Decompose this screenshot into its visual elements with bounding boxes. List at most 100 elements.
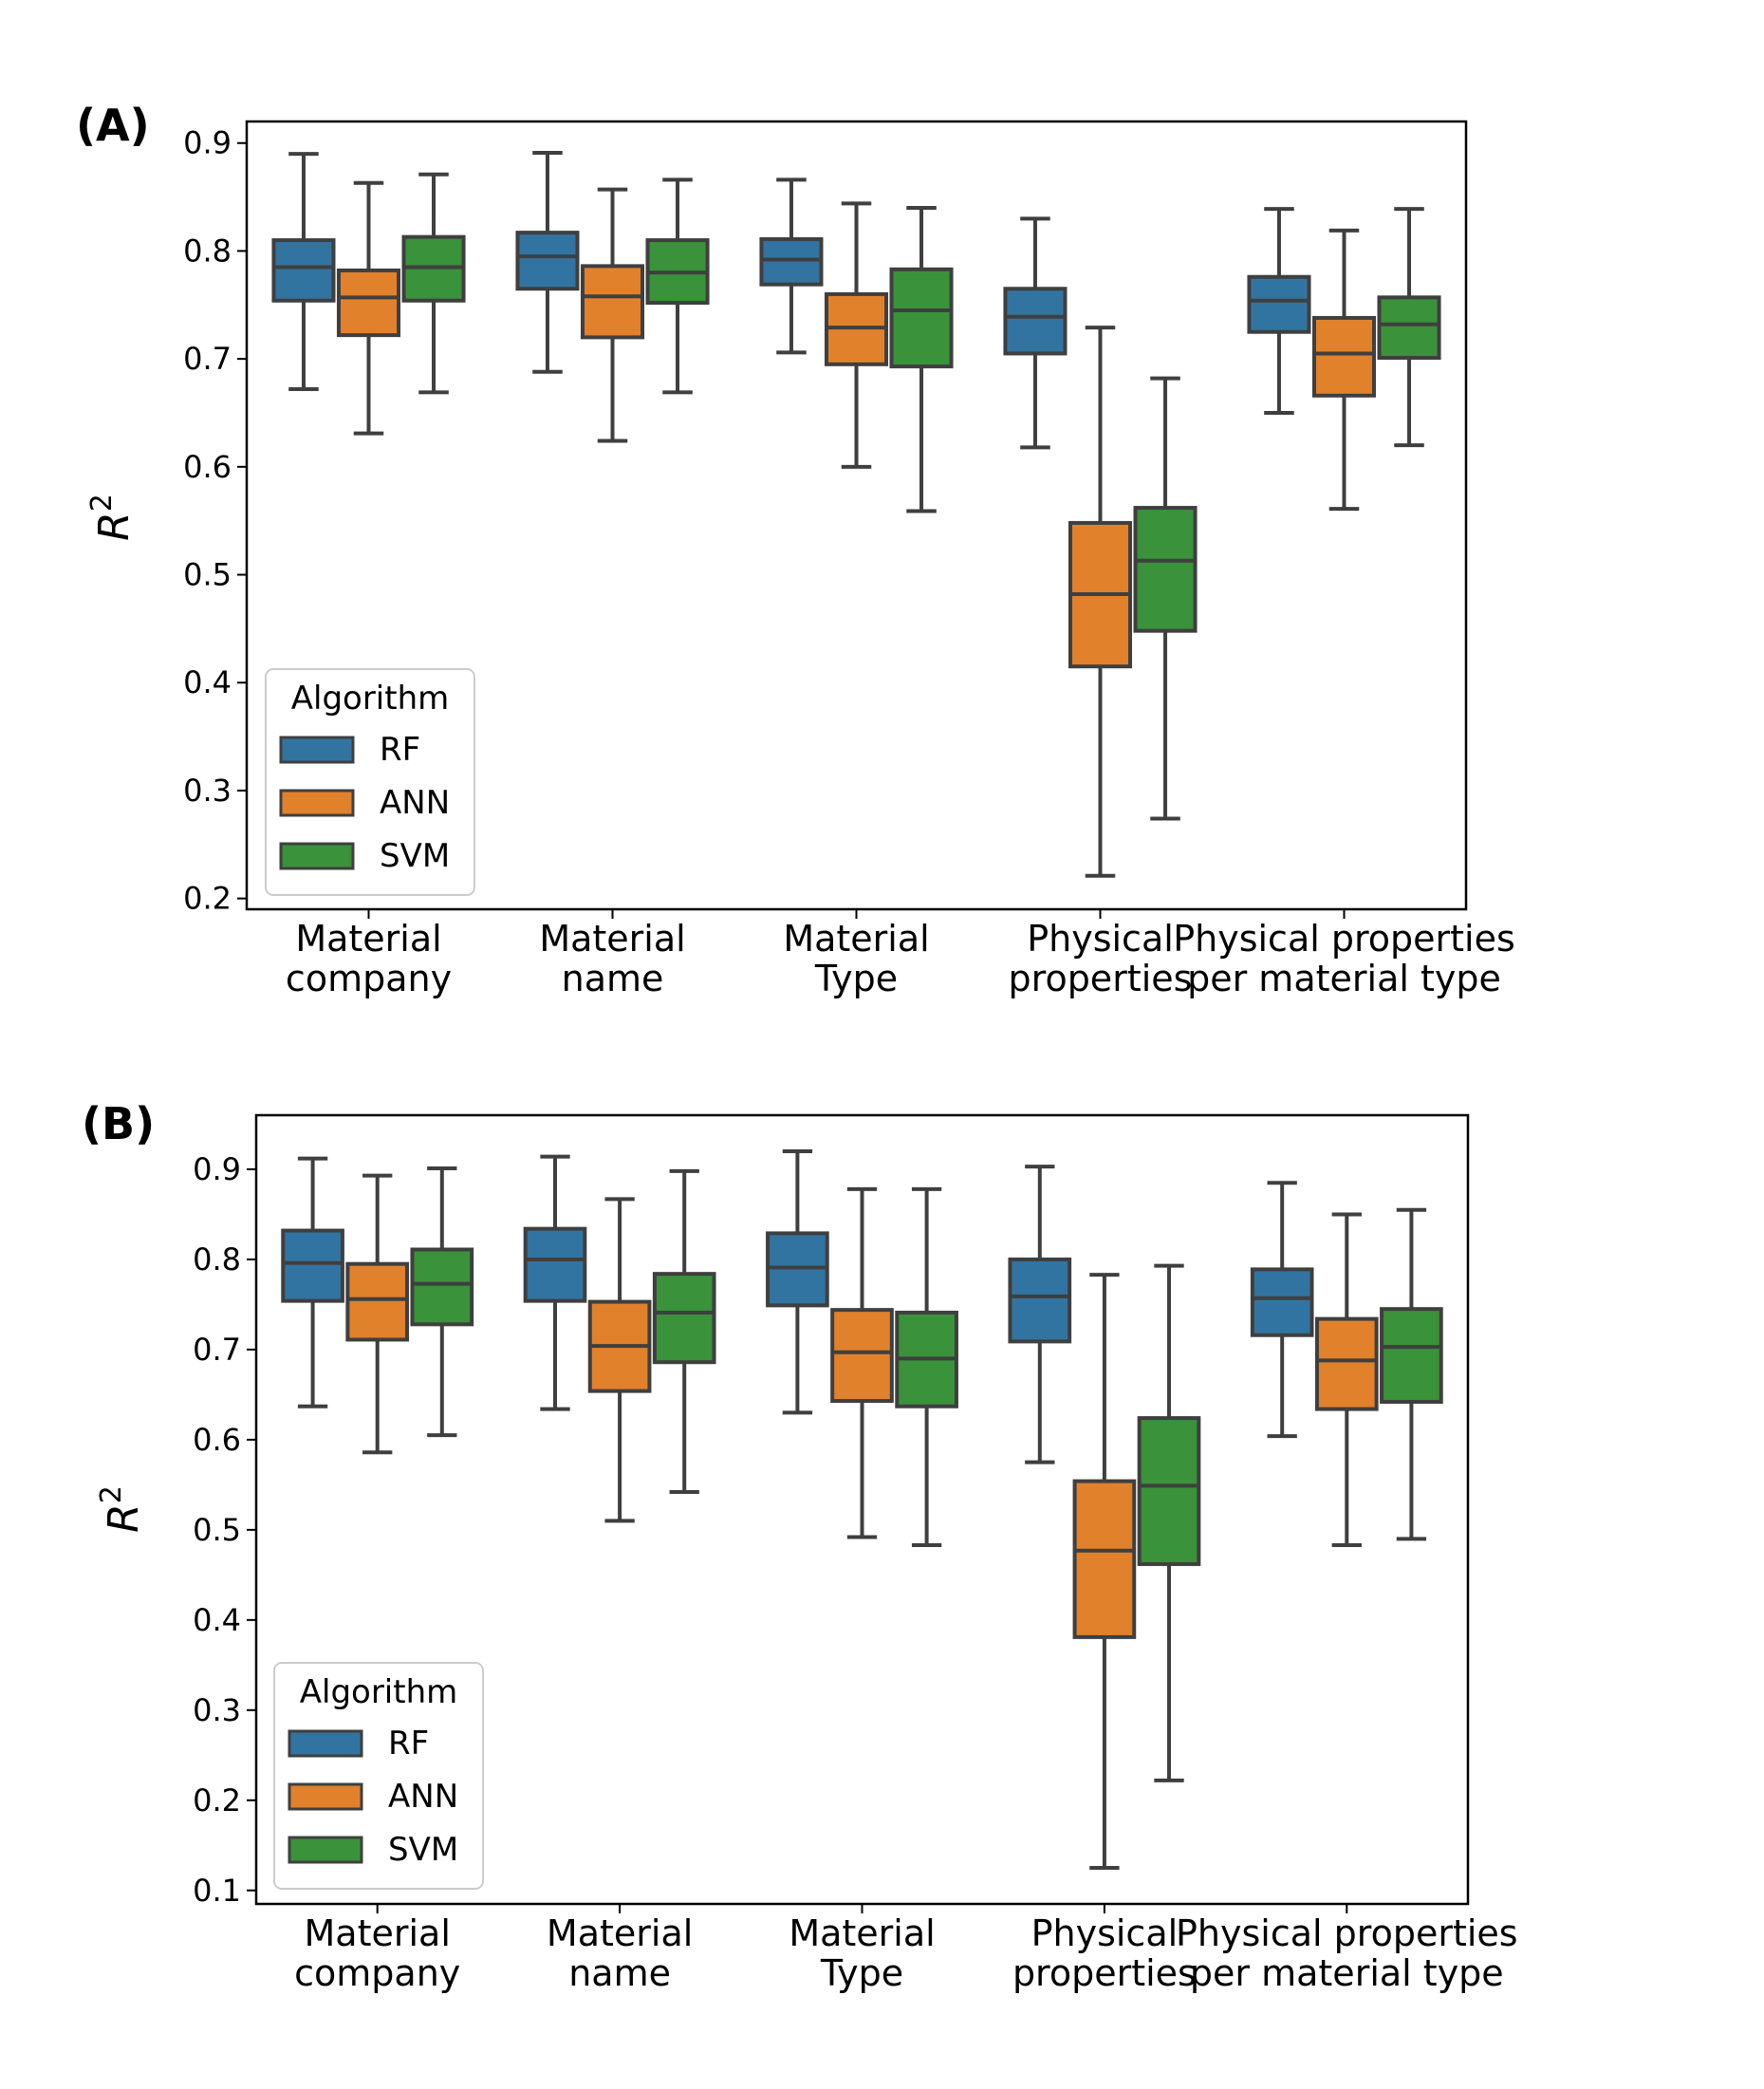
y-tick-label: 0.5 — [193, 1512, 241, 1548]
y-tick-label: 0.6 — [183, 449, 232, 485]
legend-frame — [273, 1662, 484, 1890]
box-svm-4 — [1380, 1207, 1443, 1541]
box-ann-0 — [336, 180, 401, 436]
box-iqr — [830, 1308, 894, 1404]
box-iqr — [889, 267, 954, 369]
box-svm-2 — [889, 205, 954, 513]
x-tick-label: Material — [547, 1912, 693, 1954]
box-rf-1 — [523, 1154, 587, 1411]
box-iqr — [1008, 1257, 1072, 1344]
box-iqr — [1380, 1307, 1443, 1405]
panel-label: (A) — [76, 100, 150, 151]
box-svm-2 — [895, 1186, 958, 1548]
legend-swatch — [288, 1729, 363, 1758]
y-tick-label: 0.4 — [193, 1602, 241, 1638]
y-tick-label: 0.1 — [193, 1873, 241, 1909]
x-tick-label: company — [294, 1952, 460, 1994]
box-iqr — [345, 1261, 410, 1342]
y-tick-label: 0.5 — [183, 557, 232, 593]
box-iqr — [1133, 506, 1198, 633]
box-ann-3 — [1072, 1273, 1137, 1871]
x-tick-label: properties — [1009, 958, 1193, 999]
x-tick-label: name — [568, 1952, 671, 1994]
box-ann-4 — [1311, 228, 1377, 512]
x-tick-label: properties — [1012, 1952, 1197, 1994]
box-rf-0 — [271, 152, 336, 391]
y-tick-label: 0.2 — [183, 881, 232, 917]
y-tick-label: 0.3 — [193, 1692, 241, 1728]
legend-swatch — [279, 736, 355, 764]
legend-label: SVM — [388, 1831, 458, 1869]
y-tick-label: 0.2 — [193, 1782, 241, 1819]
box-svm-4 — [1377, 207, 1441, 448]
x-tick-label: Type — [820, 1952, 903, 1994]
box-iqr — [1137, 1416, 1201, 1566]
panel-a: (A)0.20.30.40.50.60.70.80.9R2Materialcom… — [76, 100, 1515, 999]
box-rf-4 — [1247, 207, 1311, 415]
box-iqr — [1311, 315, 1377, 398]
box-iqr — [580, 264, 645, 340]
box-rf-2 — [759, 177, 824, 355]
x-tick-label: Physical properties — [1176, 1912, 1518, 1954]
legend-label: ANN — [388, 1778, 458, 1816]
box-iqr — [1314, 1316, 1379, 1411]
plot-frame — [245, 120, 1468, 911]
x-tick-label: Material — [295, 918, 441, 960]
legend-title: Algorithm — [291, 680, 450, 718]
box-rf-3 — [1008, 1165, 1072, 1464]
box-iqr — [1250, 1267, 1314, 1337]
box-iqr — [652, 1272, 716, 1365]
legend-label: SVM — [380, 837, 450, 875]
y-tick-label: 0.7 — [183, 341, 232, 377]
box-svm-0 — [401, 172, 466, 395]
box-rf-4 — [1250, 1181, 1314, 1439]
legend-swatch — [279, 789, 355, 817]
x-tick-label: Material — [789, 1912, 935, 1954]
y-tick-label: 0.7 — [193, 1332, 241, 1368]
legend-swatch — [288, 1836, 363, 1864]
box-svm-1 — [645, 177, 710, 395]
x-tick-label: Physical — [1031, 1912, 1179, 1954]
x-tick-label: per material type — [1190, 1952, 1504, 1994]
x-tick-label: Type — [814, 958, 898, 999]
legend-label: ANN — [380, 784, 450, 822]
legend: Algorithm RF ANN SVM — [273, 1662, 484, 1890]
legend-frame — [265, 668, 475, 896]
box-rf-3 — [1003, 216, 1068, 450]
box-ann-1 — [587, 1197, 652, 1523]
y-axis-label: R2 — [95, 1485, 148, 1533]
legend-swatch — [288, 1782, 363, 1811]
panel-b: (B) 0.1 0.2 0.3 0.4 0.5 0.6 0.7 0.8 0.9 R2 Material… — [82, 1098, 1518, 1994]
x-tick-label: Physical — [1027, 918, 1174, 960]
plot-frame — [254, 1113, 1470, 1906]
x-tick-label: Material — [783, 918, 929, 960]
box-rf-2 — [766, 1148, 829, 1415]
box-svm-0 — [410, 1166, 474, 1438]
y-tick-label: 0.8 — [193, 1241, 241, 1278]
x-tick-label: name — [562, 958, 664, 999]
y-axis-label: R2 — [85, 494, 139, 541]
x-tick-label: per material type — [1187, 958, 1501, 999]
box-ann-4 — [1314, 1212, 1379, 1548]
box-ann-0 — [345, 1173, 410, 1455]
box-svm-3 — [1137, 1263, 1201, 1782]
panel-label: (B) — [82, 1098, 155, 1149]
y-tick-label: 0.4 — [183, 664, 232, 700]
x-tick-label: Material — [305, 1912, 451, 1954]
box-iqr — [410, 1247, 474, 1327]
box-ann-2 — [824, 201, 889, 469]
box-svm-3 — [1133, 376, 1198, 821]
box-iqr — [271, 238, 336, 303]
y-tick-label: 0.6 — [193, 1422, 241, 1458]
x-tick-label: Material — [539, 918, 685, 960]
box-iqr — [1247, 274, 1311, 334]
y-tick-label: 0.9 — [193, 1151, 241, 1187]
box-iqr — [1072, 1479, 1137, 1639]
legend-title: Algorithm — [300, 1673, 458, 1711]
box-iqr — [336, 268, 401, 338]
legend: Algorithm RF ANN SVM — [265, 668, 475, 896]
box-svm-1 — [652, 1168, 716, 1494]
x-tick-label: Physical properties — [1173, 918, 1515, 960]
y-tick-label: 0.3 — [183, 773, 232, 809]
